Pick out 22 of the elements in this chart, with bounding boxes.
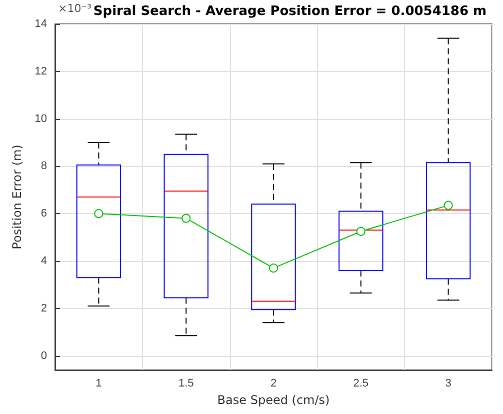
- y-axis-title: Position Error (m): [10, 144, 24, 250]
- y-tick-label: 10: [34, 112, 47, 125]
- y-tick-label: 12: [34, 65, 47, 78]
- x-tick-label: 3: [445, 378, 452, 390]
- point: [269, 264, 278, 273]
- x-tick-label: 1: [96, 378, 102, 390]
- y-tick-label: 2: [40, 302, 47, 314]
- chart-title: Spiral Search - Average Position Error = 0.0054186 m: [93, 4, 487, 19]
- text: ×10⁻³: [58, 2, 92, 15]
- point: [444, 200, 453, 210]
- y-tick-label: 0: [40, 350, 47, 362]
- x-tick-label: 2.5: [353, 378, 369, 390]
- point: [94, 209, 104, 218]
- point: [356, 226, 366, 236]
- point: [182, 214, 191, 223]
- x-axis-title: Base Speed (cm/s): [217, 393, 330, 407]
- y-tick-label: 6: [40, 208, 47, 220]
- y-tick-label: 4: [40, 254, 47, 267]
- y-tick-label: 14: [34, 18, 47, 30]
- y-tick-label: 8: [40, 160, 47, 172]
- x-tick-label: 2: [270, 378, 277, 390]
- x-tick-label: 1.5: [178, 378, 194, 390]
